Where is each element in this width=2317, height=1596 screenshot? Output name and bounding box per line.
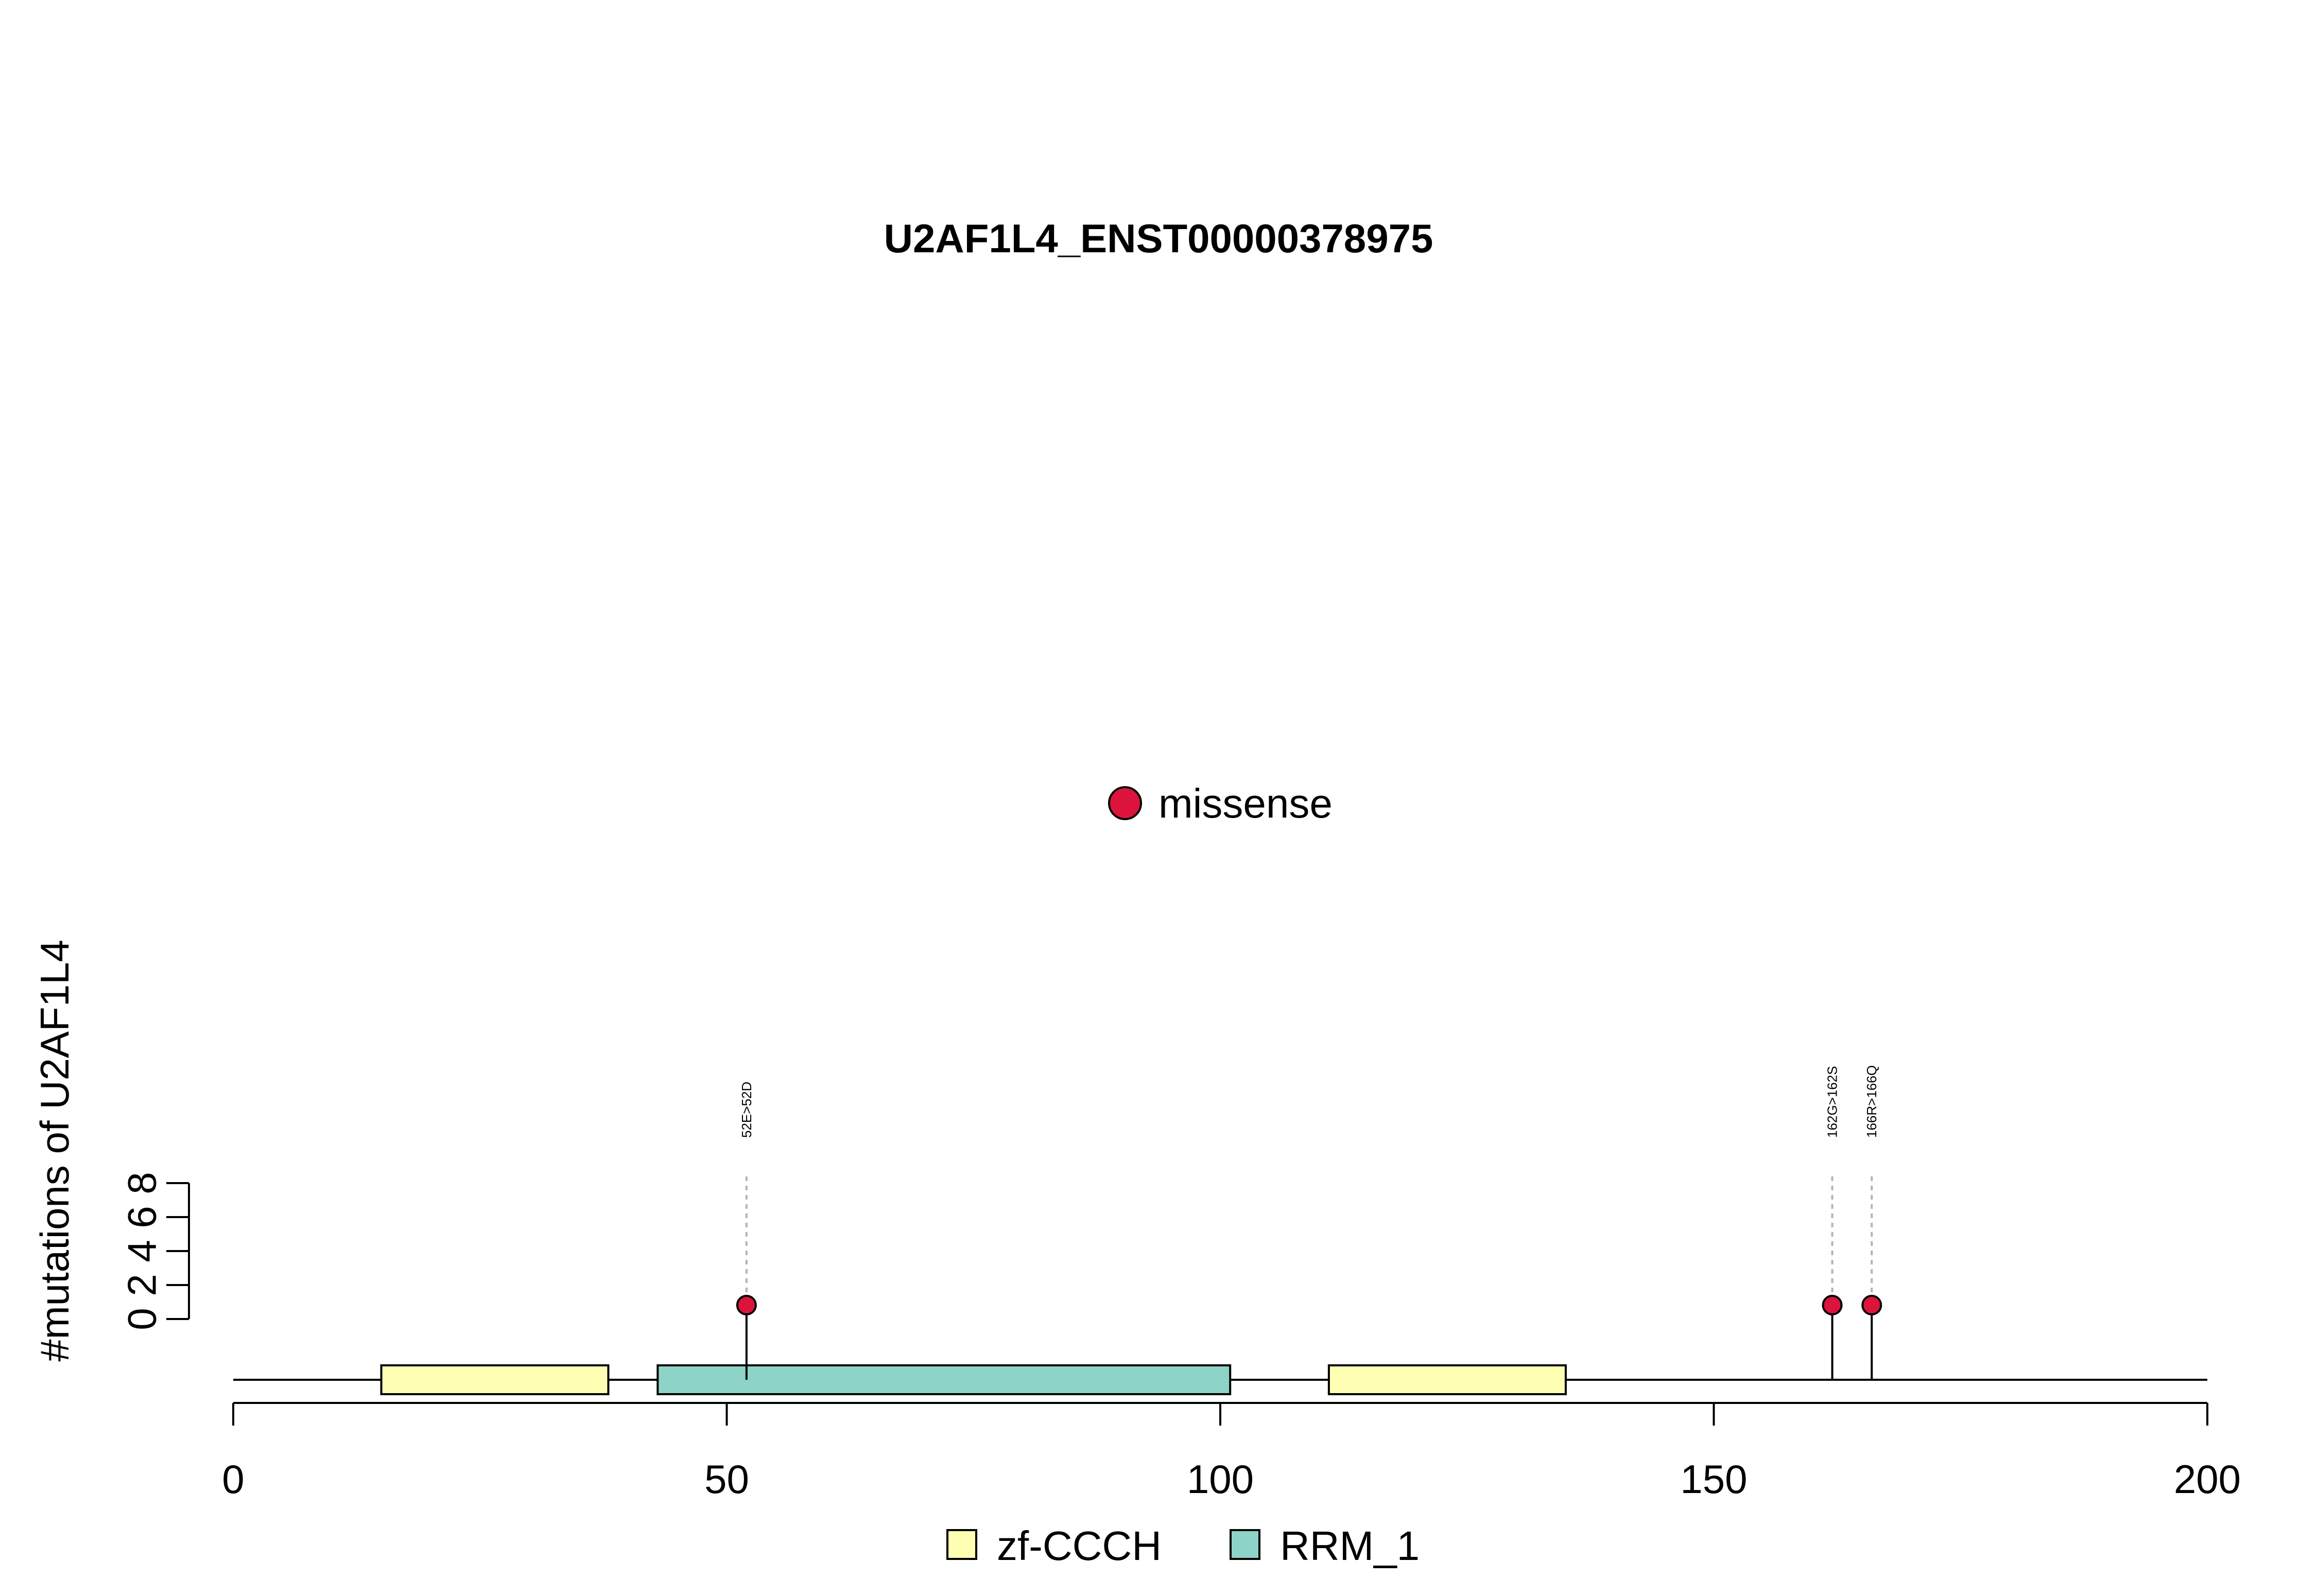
domain-rrm-1 [656, 1364, 1232, 1395]
protein-domains [380, 1364, 1567, 1395]
mutation-points [736, 1295, 1882, 1315]
mutation-label: 52E>52D [739, 1082, 754, 1138]
legend-missense-label: missense [1158, 780, 1333, 826]
mutation-stems [745, 1305, 1873, 1380]
x-tick-label: 200 [2174, 1456, 2241, 1502]
y-tick-label: 2 [119, 1274, 165, 1296]
mutation-guides [745, 1176, 1873, 1296]
domain-legend: zf-CCCH RRM_1 [946, 1523, 1420, 1569]
mutation-point [736, 1295, 757, 1315]
mutation-point [1822, 1295, 1843, 1315]
mutation-point [1861, 1295, 1882, 1315]
chart-title: U2AF1L4_ENST00000378975 [884, 216, 1433, 261]
y-tick-label: 8 [119, 1172, 165, 1194]
legend-zf-ccch-swatch [946, 1529, 977, 1560]
legend-zf-ccch-label: zf-CCCH [997, 1523, 1162, 1569]
mutation-legend: missense [1108, 780, 1333, 826]
y-tick-label: 4 [119, 1240, 165, 1262]
x-tick-label: 50 [704, 1456, 749, 1502]
x-axis: 0 50 100 150 200 [222, 1402, 2241, 1502]
y-axis: 0 2 4 6 8 [119, 1172, 190, 1330]
x-tick-label: 100 [1187, 1456, 1254, 1502]
y-axis-label: #mutations of U2AF1L4 [32, 940, 77, 1361]
y-tick-label: 0 [119, 1308, 165, 1330]
y-tick-label: 6 [119, 1206, 165, 1228]
legend-missense-marker [1108, 786, 1142, 820]
domain-zf-ccch [1327, 1364, 1567, 1395]
mutation-labels: 52E>52D 162G>162S 166R>166Q [739, 1065, 1879, 1138]
legend-rrm-1-label: RRM_1 [1280, 1523, 1420, 1569]
mutation-label: 162G>162S [1825, 1066, 1840, 1138]
mutation-label: 166R>166Q [1864, 1065, 1879, 1138]
x-tick-label: 0 [222, 1456, 244, 1502]
legend-rrm-1-swatch [1230, 1529, 1260, 1560]
x-tick-label: 150 [1680, 1456, 1747, 1502]
domain-zf-ccch [380, 1364, 610, 1395]
